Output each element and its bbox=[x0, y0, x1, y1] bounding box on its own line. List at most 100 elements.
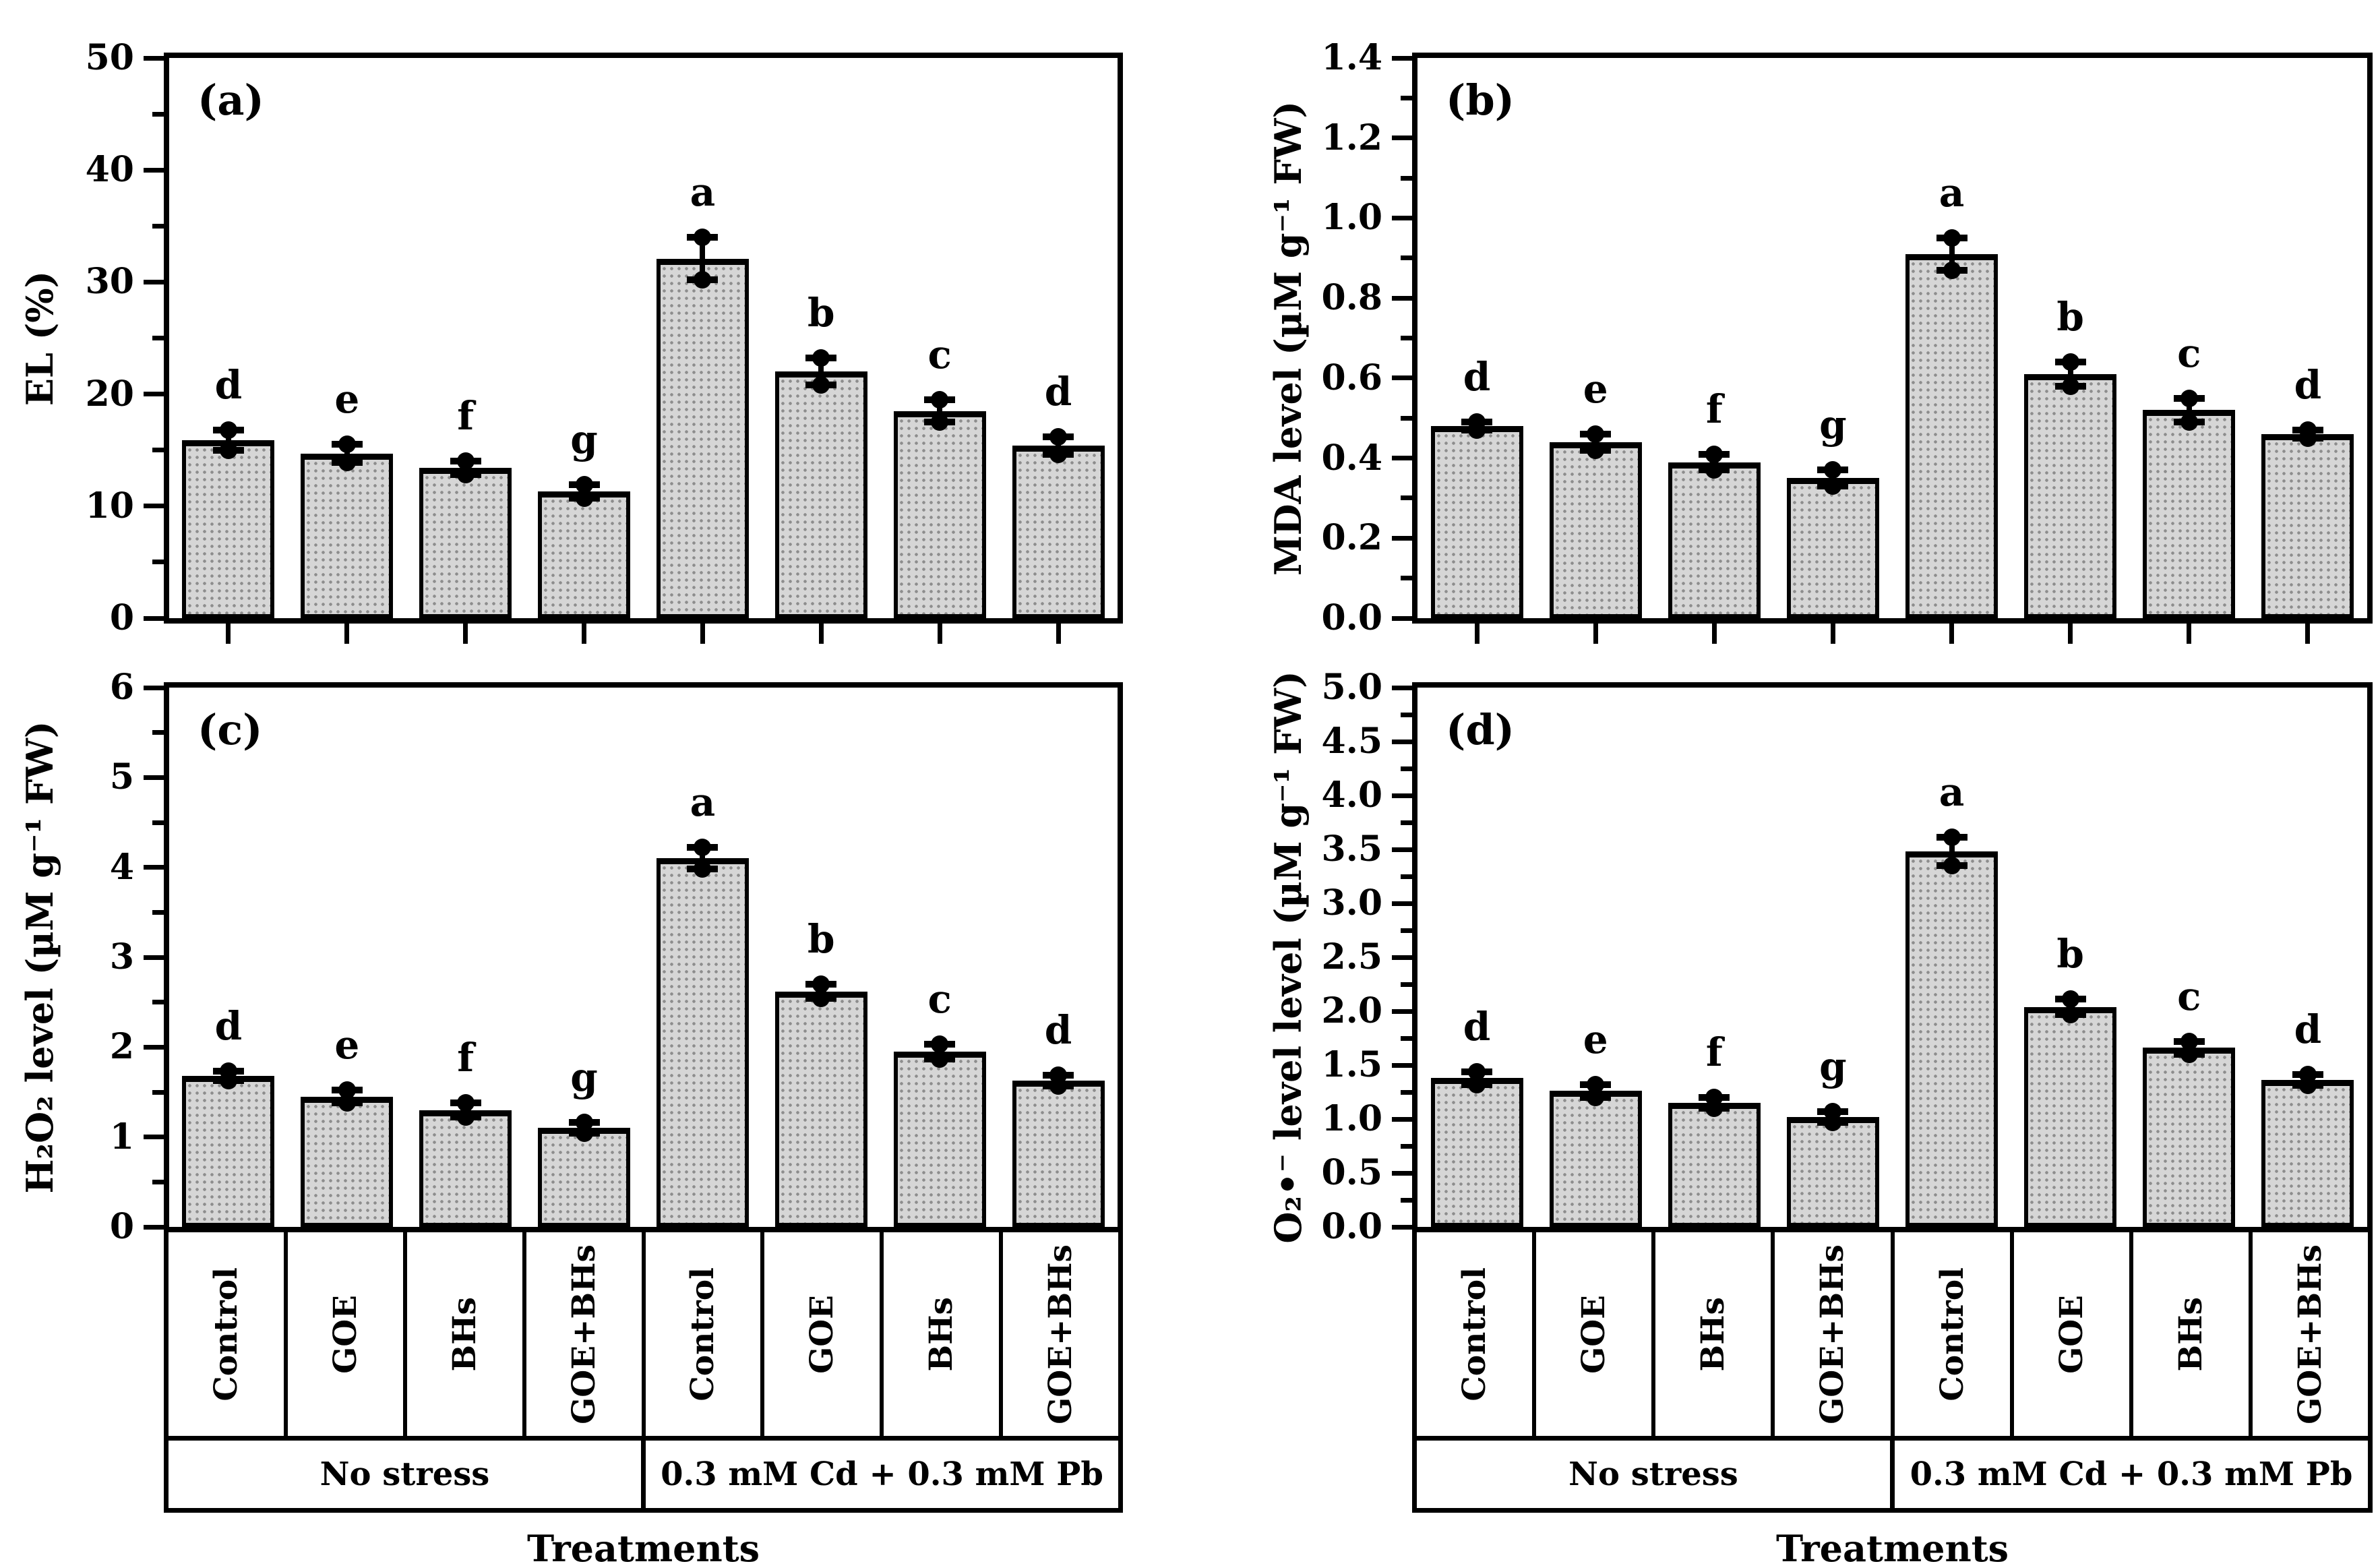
error-bar-dot-bottom bbox=[2298, 1077, 2317, 1095]
y-tick-label: 5 bbox=[109, 756, 134, 798]
x-tick bbox=[1711, 624, 1717, 644]
y-tick-label: 20 bbox=[85, 373, 134, 415]
significance-letter: d bbox=[214, 361, 243, 408]
bar-goe bbox=[301, 453, 394, 618]
error-bar-dot-top bbox=[1705, 445, 1723, 463]
error-bar-dot-bottom bbox=[694, 271, 712, 289]
error-bar-dot-bottom bbox=[219, 1071, 237, 1089]
treatment-label: Control bbox=[1456, 1267, 1494, 1401]
error-bar-dot-bottom bbox=[575, 1124, 593, 1143]
error-bar-dot-bottom bbox=[1468, 421, 1486, 440]
y-major-tick bbox=[144, 1224, 164, 1230]
y-minor-tick bbox=[1401, 928, 1412, 933]
x-tick bbox=[2305, 624, 2311, 644]
significance-letter: g bbox=[570, 417, 598, 463]
error-bar-dot-bottom bbox=[338, 453, 356, 471]
y-tick-label: 4 bbox=[109, 846, 134, 888]
error-bar-line bbox=[818, 358, 824, 386]
error-bar-dot-top bbox=[2180, 389, 2198, 407]
x-category-table: Control GOE BHs GOE+BHs Control GOE BHs GOE+BHs… bbox=[1412, 1232, 2373, 1513]
y-major-tick bbox=[1392, 615, 1412, 621]
y-minor-tick bbox=[1401, 820, 1412, 825]
treatment-cell: Control bbox=[1417, 1232, 1532, 1436]
error-bar-dot-top bbox=[812, 349, 830, 367]
treatment-cell: GOE+BHs bbox=[522, 1232, 642, 1436]
y-minor-tick bbox=[1401, 1035, 1412, 1041]
panel-label: (d) bbox=[1446, 705, 1515, 754]
error-bar-dot-bottom bbox=[2298, 429, 2317, 447]
bar-goe bbox=[2024, 1006, 2117, 1227]
bar-goe bbox=[2024, 373, 2117, 618]
y-tick-label: 1.2 bbox=[1321, 117, 1382, 158]
significance-letter: e bbox=[334, 1022, 360, 1068]
y-major-tick bbox=[144, 685, 164, 690]
y-minor-tick bbox=[1401, 576, 1412, 581]
y-major-tick bbox=[144, 392, 164, 397]
y-minor-tick bbox=[1401, 1197, 1412, 1203]
treatment-label: BHs bbox=[1695, 1296, 1732, 1372]
error-bar-dot-bottom bbox=[2061, 1005, 2079, 1023]
x-tick bbox=[344, 624, 350, 644]
y-major-tick bbox=[1392, 793, 1412, 798]
significance-letter: d bbox=[2294, 362, 2322, 409]
y-minor-tick bbox=[1401, 415, 1412, 421]
treatment-label-row: Control GOE BHs GOE+BHs Control GOE BHs GOE+BHs bbox=[1412, 1232, 2373, 1441]
error-bar-line bbox=[225, 429, 231, 450]
y-tick-label: 1 bbox=[109, 1116, 134, 1157]
x-tick bbox=[1056, 624, 1061, 644]
y-tick-label: 0.8 bbox=[1321, 277, 1382, 319]
error-bar-dot-bottom bbox=[1824, 477, 1842, 495]
error-bar-dot-top bbox=[931, 390, 949, 409]
treatment-label: BHs bbox=[446, 1296, 483, 1372]
treatment-label: GOE+BHs bbox=[565, 1244, 603, 1424]
treatment-cell: GOE bbox=[1532, 1232, 1651, 1436]
y-major-tick bbox=[144, 279, 164, 284]
error-bar-dot-bottom bbox=[1587, 441, 1605, 459]
y-minor-tick bbox=[1401, 982, 1412, 987]
bar-goe bbox=[774, 371, 867, 618]
bar-control bbox=[656, 258, 749, 618]
y-tick-label: 0.6 bbox=[1321, 357, 1382, 398]
y-major-tick bbox=[144, 1135, 164, 1140]
error-bar-dot-bottom bbox=[1049, 1077, 1068, 1095]
y-tick-label: 2.0 bbox=[1321, 990, 1382, 1031]
treatment-label: GOE+BHs bbox=[1042, 1244, 1080, 1424]
significance-letter: e bbox=[1583, 1016, 1608, 1062]
error-bar-dot-top bbox=[219, 421, 237, 439]
significance-letter: a bbox=[690, 779, 716, 826]
treatment-label: GOE bbox=[803, 1294, 841, 1374]
y-minor-tick bbox=[152, 1179, 164, 1184]
y-tick-label: 2 bbox=[109, 1026, 134, 1068]
treatment-label: BHs bbox=[2172, 1296, 2209, 1372]
significance-letter: b bbox=[807, 916, 835, 962]
y-tick-label: 3.0 bbox=[1321, 882, 1382, 924]
y-major-tick bbox=[1392, 135, 1412, 141]
x-tick bbox=[2068, 624, 2073, 644]
bar-goe-bhs bbox=[1786, 1116, 1879, 1227]
y-axis-title: MDA level (µM g⁻¹ FW) bbox=[1267, 100, 1310, 576]
y-tick-label: 10 bbox=[85, 485, 134, 526]
bar-goe-bhs bbox=[1786, 478, 1879, 618]
x-tick bbox=[818, 624, 824, 644]
y-minor-tick bbox=[152, 111, 164, 117]
treatment-label: Control bbox=[684, 1267, 722, 1401]
bar-goe-bhs bbox=[1012, 1080, 1105, 1227]
treatment-label: GOE+BHs bbox=[1814, 1244, 1852, 1424]
error-bar-line bbox=[344, 444, 350, 462]
bar-bhs bbox=[2143, 1048, 2236, 1227]
y-minor-tick bbox=[152, 1000, 164, 1005]
treatment-label: Control bbox=[1933, 1267, 1971, 1401]
chart-panel-a: (a) EL (%) 0 10 20 30 40 50 d e f g a b c d bbox=[18, 40, 1123, 644]
significance-letter: b bbox=[2056, 294, 2084, 340]
error-bar-dot-bottom bbox=[2180, 413, 2198, 431]
error-bar-dot-bottom bbox=[338, 1094, 356, 1112]
x-tick bbox=[1474, 624, 1479, 644]
bar-control bbox=[1430, 426, 1523, 618]
panel-label: (a) bbox=[197, 76, 264, 125]
y-minor-tick bbox=[1401, 336, 1412, 340]
y-tick-label: 0.0 bbox=[1321, 597, 1382, 638]
y-major-tick bbox=[144, 955, 164, 960]
treatment-cell: BHs bbox=[402, 1232, 522, 1436]
x-axis-title: Treatments bbox=[1775, 1527, 2009, 1568]
treatment-cell: GOE+BHs bbox=[1771, 1232, 1890, 1436]
